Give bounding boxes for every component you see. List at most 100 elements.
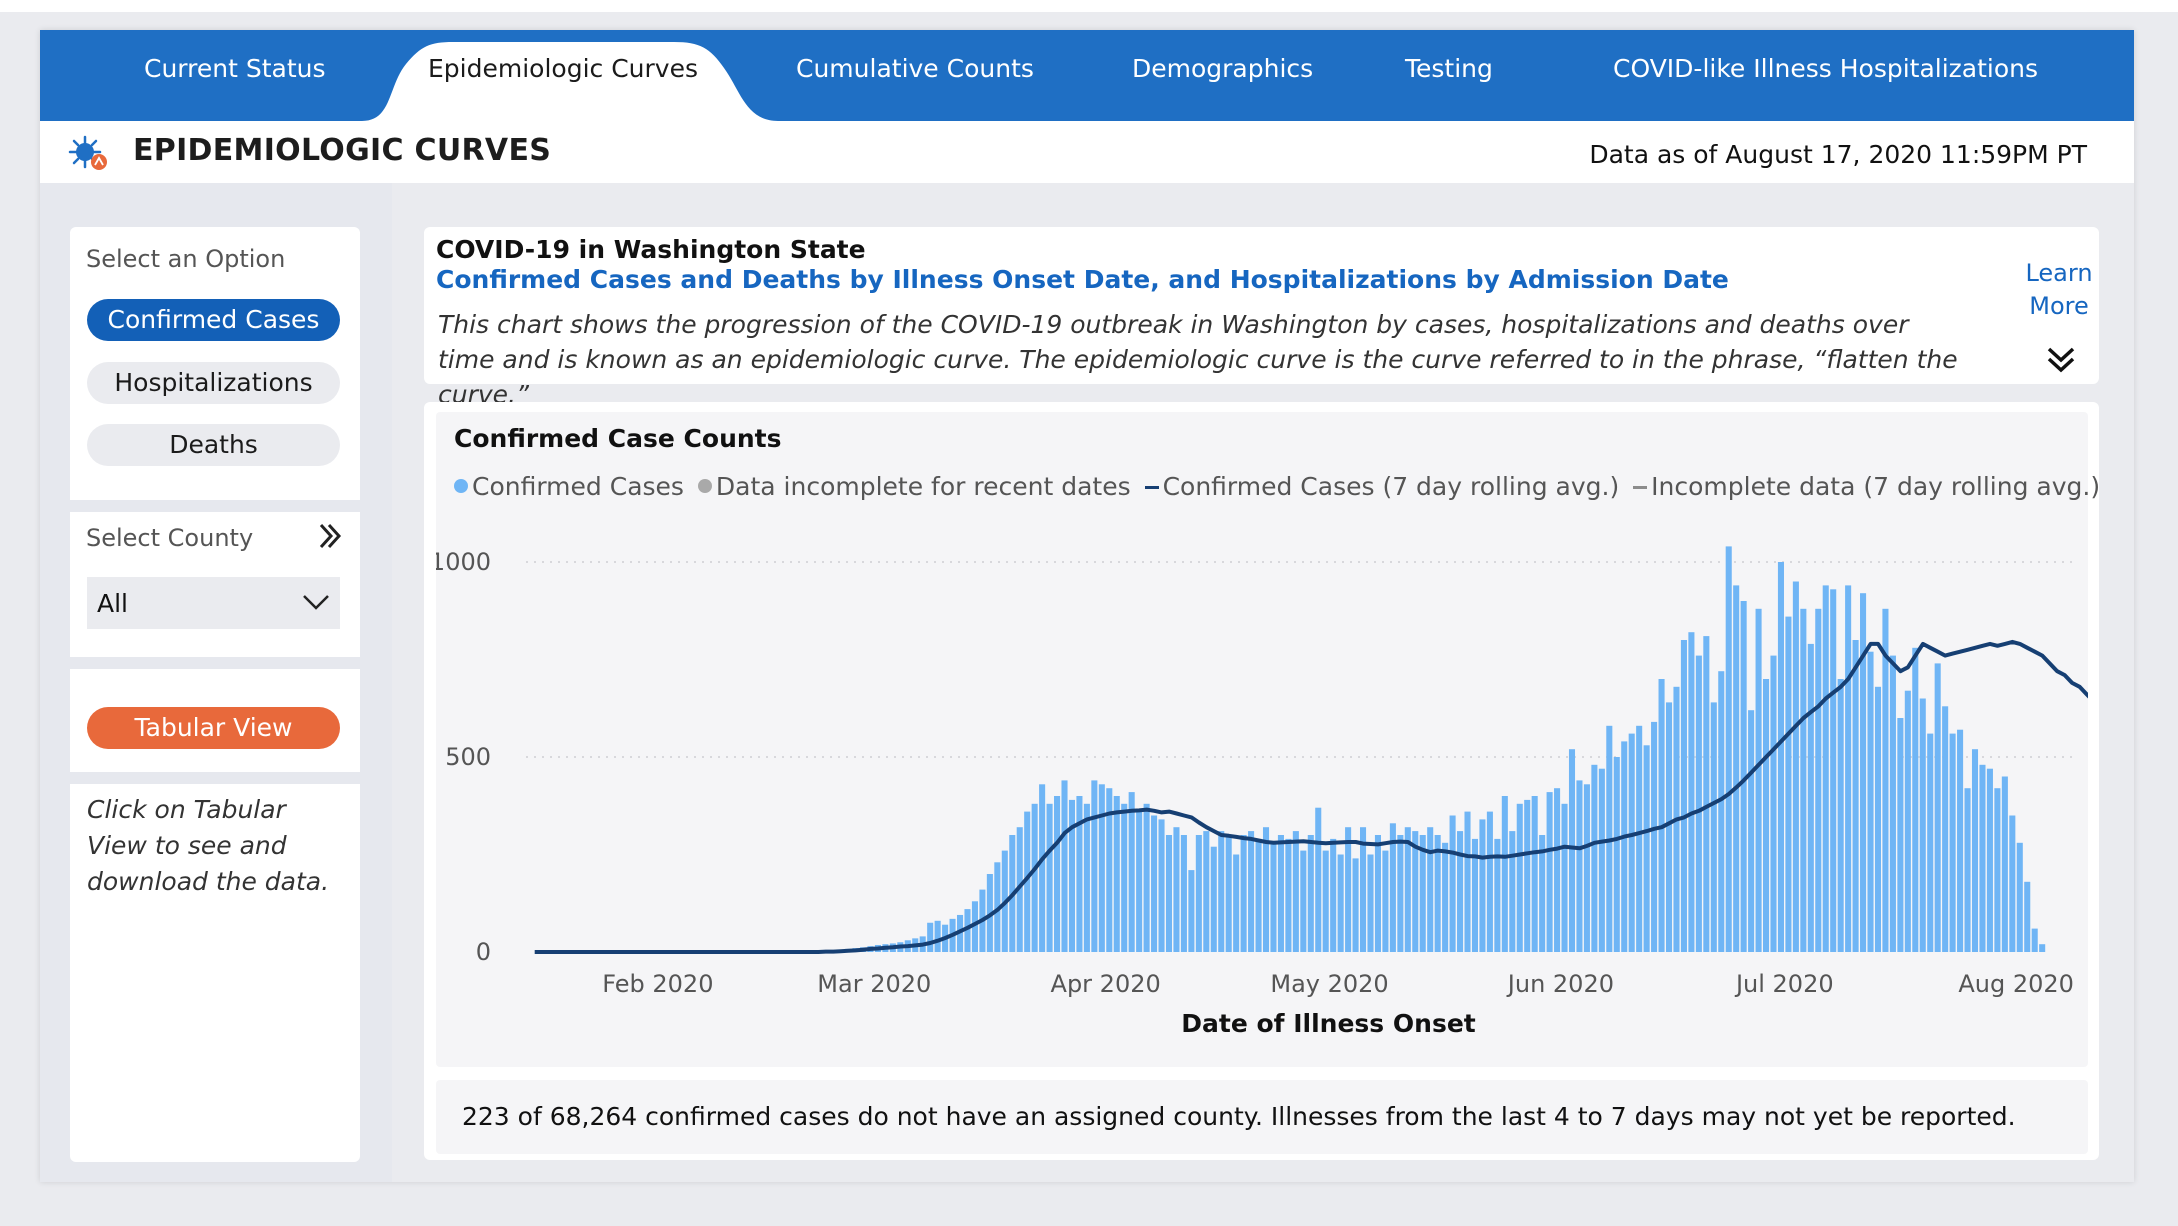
tab-covid-like-illness-hospitalizations[interactable]: COVID-like Illness Hospitalizations	[1613, 54, 2039, 83]
bar-confirmed-cases	[1374, 835, 1381, 952]
bar-confirmed-cases	[1845, 585, 1852, 952]
bar-confirmed-cases	[1800, 608, 1807, 952]
bar-confirmed-cases	[1509, 831, 1516, 952]
bar-confirmed-cases	[1994, 788, 2001, 952]
bar-confirmed-cases	[1531, 796, 1538, 952]
x-tick-label: Feb 2020	[602, 970, 713, 998]
bar-confirmed-cases	[1636, 725, 1643, 952]
bar-confirmed-cases	[1419, 835, 1426, 952]
bar-confirmed-cases	[1083, 803, 1090, 952]
bar-confirmed-cases	[1031, 803, 1038, 952]
bar-confirmed-cases	[1024, 811, 1031, 952]
x-axis-title: Date of Illness Onset	[1181, 1009, 1476, 1038]
bar-confirmed-cases	[1382, 850, 1389, 952]
bar-confirmed-cases	[1225, 835, 1232, 952]
bar-confirmed-cases	[1568, 749, 1576, 952]
chart-legend: Confirmed Cases Data incomplete for rece…	[454, 472, 2106, 501]
bar-confirmed-cases	[1777, 562, 1784, 952]
bar-confirmed-cases	[1330, 838, 1337, 952]
bar-confirmed-cases	[1233, 854, 1240, 952]
double-chevron-right-icon[interactable]	[315, 521, 345, 551]
tab-current-status[interactable]: Current Status	[144, 54, 326, 83]
county-dropdown-value: All	[97, 589, 128, 618]
bar-confirmed-cases	[1195, 835, 1202, 952]
bar-confirmed-cases	[1658, 679, 1665, 952]
learn-more-link[interactable]: Learn More	[2025, 259, 2093, 320]
bar-confirmed-cases	[994, 862, 1001, 952]
bar-confirmed-cases	[1307, 835, 1314, 952]
bar-confirmed-cases	[1763, 679, 1770, 952]
page-title: EPIDEMIOLOGIC CURVES	[133, 133, 552, 168]
bar-confirmed-cases	[1285, 838, 1292, 952]
bar-confirmed-cases	[1479, 819, 1486, 952]
bar-confirmed-cases	[1860, 593, 1867, 952]
bar-confirmed-cases	[1091, 780, 1098, 952]
info-title: COVID-19 in Washington State	[436, 235, 866, 264]
bar-confirmed-cases	[1957, 729, 1964, 952]
x-tick-label: Jun 2020	[1506, 970, 1614, 998]
tab-bar: Current Status Epidemiologic Curves Cumu…	[40, 30, 2134, 121]
bar-confirmed-cases	[1113, 796, 1120, 952]
sidebar-divider	[70, 657, 360, 669]
page-header: EPIDEMIOLOGIC CURVES Data as of August 1…	[40, 121, 2134, 183]
tab-demographics[interactable]: Demographics	[1132, 54, 1314, 83]
bar-confirmed-cases	[1322, 850, 1329, 952]
bar-confirmed-cases	[1792, 581, 1799, 952]
active-tab-shape	[362, 42, 778, 121]
bar-confirmed-cases	[1248, 831, 1255, 952]
chart-card: 0 500 1000 Feb 2020 Mar 2020 Apr 2020 May 2020…	[424, 402, 2100, 1160]
legend-label: Incomplete data (7 day rolling avg.)	[1651, 472, 2101, 501]
bar-confirmed-cases	[1345, 827, 1352, 952]
option-hospitalizations[interactable]: Hospitalizations	[87, 362, 340, 404]
bar-confirmed-cases	[1449, 815, 1456, 952]
x-tick-label: Mar 2020	[817, 970, 931, 998]
tab-testing[interactable]: Testing	[1405, 54, 1493, 83]
bar-confirmed-cases	[1218, 831, 1225, 952]
tab-cumulative-counts[interactable]: Cumulative Counts	[796, 54, 1034, 83]
legend-swatch	[697, 479, 712, 493]
double-chevron-down-icon[interactable]	[2044, 345, 2078, 375]
bar-confirmed-cases	[1464, 811, 1471, 952]
bar-confirmed-cases	[1158, 819, 1165, 952]
bar-confirmed-cases	[2039, 944, 2046, 952]
bar-confirmed-cases	[1404, 827, 1411, 952]
bar-confirmed-cases	[1277, 835, 1284, 952]
bar-confirmed-cases	[1165, 835, 1173, 952]
bar-confirmed-cases	[1942, 706, 1949, 952]
option-deaths[interactable]: Deaths	[87, 424, 340, 466]
tab-epidemiologic-curves[interactable]: Epidemiologic Curves	[428, 54, 698, 83]
x-tick-label: Aug 2020	[1958, 970, 2074, 998]
bar-confirmed-cases	[1315, 807, 1322, 952]
bar-confirmed-cases	[1904, 690, 1911, 952]
bar-confirmed-cases	[1188, 870, 1195, 952]
bar-confirmed-cases	[1710, 702, 1717, 952]
bar-confirmed-cases	[1964, 788, 1971, 952]
bar-confirmed-cases	[1837, 679, 1844, 952]
bar-confirmed-cases	[1539, 835, 1546, 952]
bar-confirmed-cases	[1501, 796, 1508, 952]
county-dropdown[interactable]: All	[87, 577, 340, 629]
sidebar-divider	[70, 772, 360, 784]
tabular-view-button[interactable]: Tabular View	[87, 707, 340, 749]
legend-item-incomplete-avg: Incomplete data (7 day rolling avg.)	[1633, 472, 2100, 501]
bar-confirmed-cases	[1986, 768, 1993, 952]
bar-confirmed-cases	[1471, 838, 1479, 952]
bar-confirmed-cases	[1927, 733, 1934, 952]
bar-confirmed-cases	[1240, 835, 1247, 952]
bar-confirmed-cases	[2031, 928, 2038, 952]
bar-confirmed-cases	[1949, 733, 1956, 952]
bar-confirmed-cases	[1151, 815, 1158, 952]
legend-label: Confirmed Cases	[472, 472, 684, 501]
bar-confirmed-cases	[1874, 686, 1882, 952]
bar-confirmed-cases	[1039, 784, 1046, 952]
bar-confirmed-cases	[1934, 663, 1941, 952]
bar-confirmed-cases	[1524, 799, 1531, 952]
option-confirmed-cases[interactable]: Confirmed Cases	[87, 299, 340, 341]
info-subtitle: Confirmed Cases and Deaths by Illness On…	[436, 265, 1729, 294]
bar-confirmed-cases	[1613, 757, 1620, 952]
bar-confirmed-cases	[1136, 811, 1143, 952]
bar-confirmed-cases	[1591, 764, 1598, 952]
bar-confirmed-cases	[1621, 741, 1628, 952]
bar-confirmed-cases	[1561, 803, 1568, 952]
bar-confirmed-cases	[1352, 858, 1359, 952]
